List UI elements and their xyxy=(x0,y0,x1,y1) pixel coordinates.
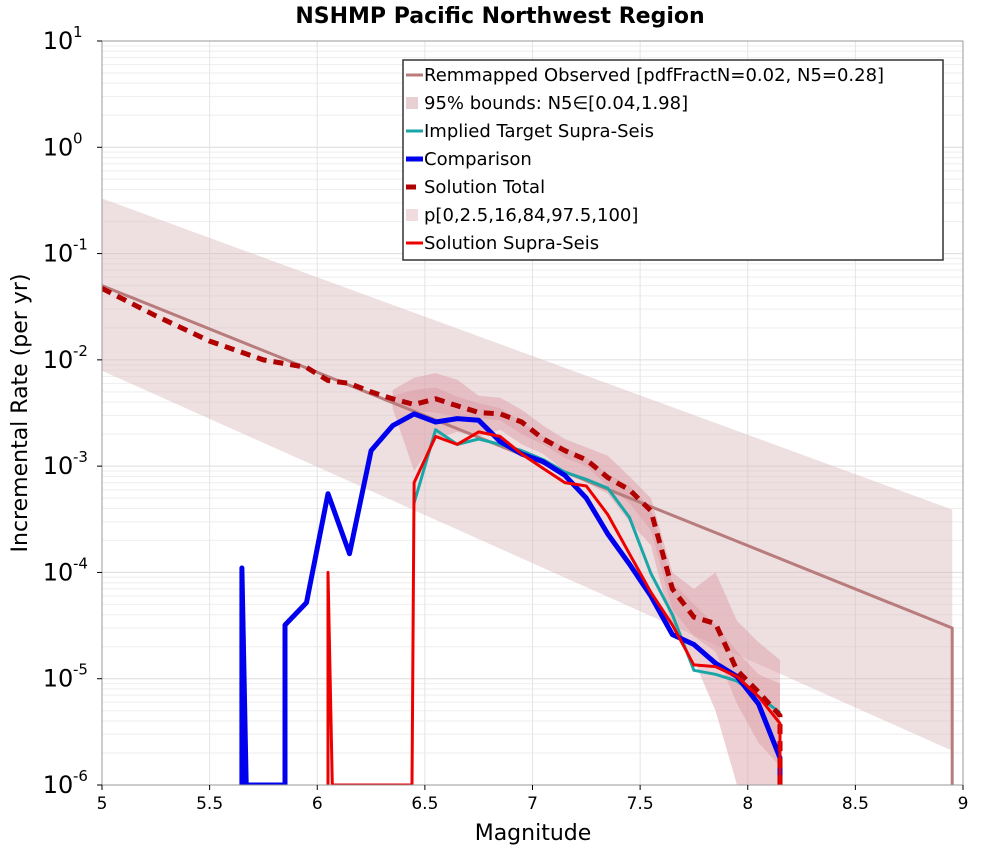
x-tick-label: 5.5 xyxy=(196,794,223,814)
series-line xyxy=(326,430,782,785)
y-tick-label-base: 10 xyxy=(43,452,74,480)
y-tick-label-exponent: -3 xyxy=(73,448,88,466)
x-axis-label: Magnitude xyxy=(475,821,592,846)
series-line xyxy=(102,286,783,785)
series-line xyxy=(412,428,781,714)
y-tick-label-exponent: -4 xyxy=(73,554,88,572)
y-tick-label-base: 10 xyxy=(43,771,74,799)
x-tick-label: 6.5 xyxy=(411,794,438,814)
legend-swatch xyxy=(406,209,418,221)
x-axis: 5 5.5 6 6.5 7 7.5 8 8.5 9 xyxy=(97,785,969,814)
band-area xyxy=(392,373,780,785)
y-tick-label-base: 10 xyxy=(43,346,74,374)
x-tick-label: 8 xyxy=(742,794,753,814)
legend-label: p[0,2.5,16,84,97.5,100] xyxy=(424,205,638,226)
legend-label: Solution Total xyxy=(424,177,545,198)
legend-label: Solution Supra-Seis xyxy=(424,233,599,254)
y-tick-label-base: 10 xyxy=(43,665,74,693)
y-tick-label-exponent: -1 xyxy=(73,236,88,254)
x-tick-label: 5 xyxy=(97,794,108,814)
band-area xyxy=(102,198,953,751)
x-tick-label: 6 xyxy=(312,794,323,814)
y-tick-label-exponent: -2 xyxy=(73,342,88,360)
y-tick-label-exponent: -5 xyxy=(73,661,88,679)
x-tick-label: 8.5 xyxy=(842,794,869,814)
legend-label: 95% bounds: N5∈[0.04,1.98] xyxy=(424,93,688,114)
y-tick-label-base: 10 xyxy=(43,133,74,161)
series-line xyxy=(239,411,783,785)
series-lines xyxy=(102,284,954,785)
legend-label: Remmapped Observed [pdfFractN=0.02, N5=0… xyxy=(424,65,884,86)
y-tick-label-base: 10 xyxy=(43,27,74,55)
y-tick-label-exponent: 0 xyxy=(73,129,83,147)
x-tick-label: 7.5 xyxy=(627,794,654,814)
x-tick-label: 7 xyxy=(527,794,538,814)
legend-swatch xyxy=(406,97,418,109)
y-tick-label-exponent: 1 xyxy=(73,23,83,41)
legend: Remmapped Observed [pdfFractN=0.02, N5=0… xyxy=(402,59,944,261)
series-line xyxy=(102,284,954,785)
y-tick-label-exponent: -6 xyxy=(73,767,88,785)
y-tick-label-base: 10 xyxy=(43,558,74,586)
legend-label: Comparison xyxy=(424,149,532,170)
legend-label: Implied Target Supra-Seis xyxy=(424,121,654,142)
chart-title: NSHMP Pacific Northwest Region xyxy=(295,4,704,29)
x-tick-label: 9 xyxy=(958,794,969,814)
band-area xyxy=(392,387,780,767)
uncertainty-bands xyxy=(102,198,953,785)
y-axis-label: Incremental Rate (per yr) xyxy=(8,274,33,553)
y-tick-label-base: 10 xyxy=(43,240,74,268)
legend-box xyxy=(402,59,944,261)
